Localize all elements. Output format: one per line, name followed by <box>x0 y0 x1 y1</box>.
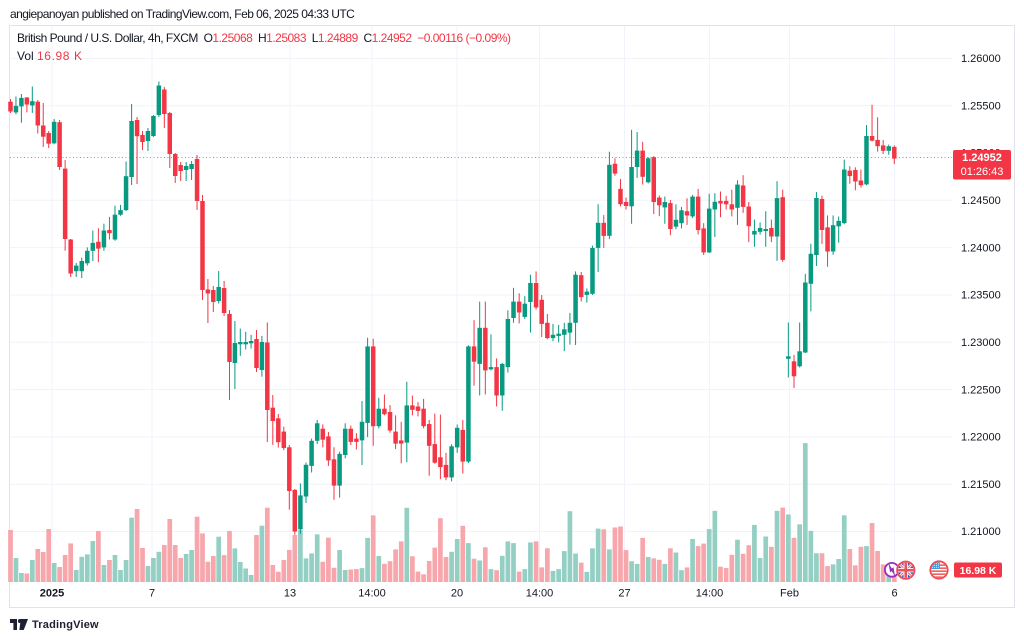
svg-text:16.98 K: 16.98 K <box>960 565 997 577</box>
svg-text:14:00: 14:00 <box>696 588 724 600</box>
svg-text:2025: 2025 <box>40 588 64 600</box>
svg-text:1.24000: 1.24000 <box>961 242 1001 254</box>
svg-text:6: 6 <box>891 588 897 600</box>
svg-text:1.24500: 1.24500 <box>961 195 1001 207</box>
svg-text:1.21000: 1.21000 <box>961 526 1001 538</box>
svg-text:1.26000: 1.26000 <box>961 53 1001 65</box>
svg-text:Feb: Feb <box>780 588 799 600</box>
svg-text:1.21500: 1.21500 <box>961 479 1001 491</box>
svg-text:01:26:43: 01:26:43 <box>961 166 1004 178</box>
svg-text:1.22000: 1.22000 <box>961 432 1001 444</box>
svg-text:7: 7 <box>149 588 155 600</box>
svg-text:20: 20 <box>451 588 463 600</box>
svg-text:14:00: 14:00 <box>358 588 386 600</box>
svg-text:1.23500: 1.23500 <box>961 290 1001 302</box>
svg-text:1.22500: 1.22500 <box>961 384 1001 396</box>
svg-text:14:00: 14:00 <box>526 588 554 600</box>
svg-text:1.23000: 1.23000 <box>961 337 1001 349</box>
svg-text:27: 27 <box>618 588 630 600</box>
svg-text:13: 13 <box>284 588 296 600</box>
svg-text:1.25500: 1.25500 <box>961 100 1001 112</box>
svg-text:1.24952: 1.24952 <box>962 152 1002 164</box>
